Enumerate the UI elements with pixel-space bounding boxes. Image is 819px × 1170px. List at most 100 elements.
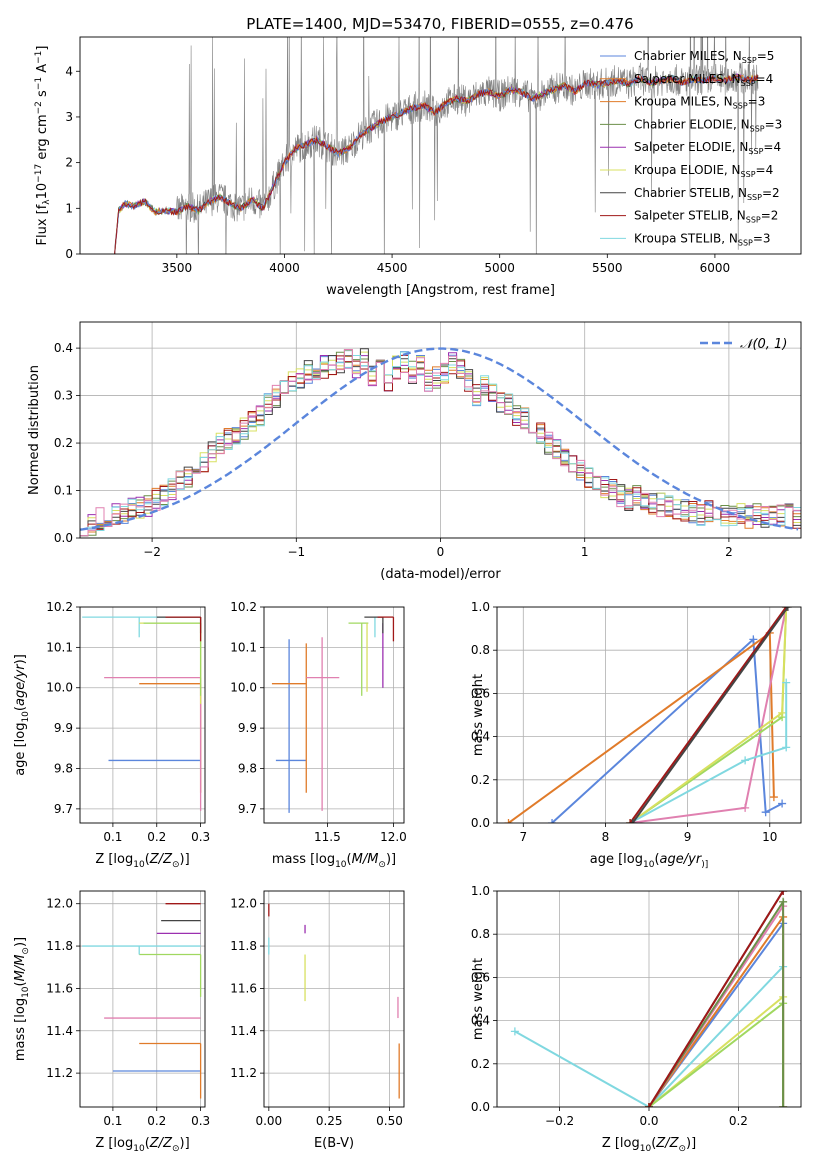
y-axis-label: mass weight: [471, 674, 486, 756]
legend-entry-sub: SSP: [733, 102, 748, 111]
y-tick-label: 9.7: [238, 802, 257, 816]
plot-area: [497, 891, 801, 1107]
x-tick-label: 0.2: [147, 830, 166, 844]
legend-entry-sub: SSP: [748, 147, 763, 156]
legend-entry: Chabrier STELIB, NSSP=2: [634, 186, 780, 202]
legend-entry: Salpeter STELIB, NSSP=2: [634, 209, 778, 225]
x-axis-label-part: Z [log: [95, 1136, 133, 1151]
mass-vs-ebv-panel: 0.00 0.25 0.50 11.2 11.4 11.6 11.8 12.0 E(B-V): [230, 890, 405, 1151]
x-tick-label: 4000: [269, 261, 300, 275]
x-axis-label-part: ⊙: [678, 1144, 686, 1154]
y-tick-label: 0.4: [471, 1014, 490, 1028]
age-vs-mass-panel: 11.5 12.0 9.7 9.8 9.9 10.0 10.1 10.2 mass [log10…: [230, 600, 407, 870]
x-tick-label: 5000: [484, 261, 515, 275]
y-tick-label: 11.4: [46, 1024, 73, 1038]
y-tick-label: 11.8: [46, 939, 73, 953]
legend-entry-name: Chabrier ELODIE, N: [634, 117, 750, 131]
y-tick-label: 10.1: [46, 640, 73, 654]
y-tick-label: 11.4: [230, 1024, 257, 1038]
legend-entry-tail: =3: [748, 95, 766, 109]
legend-entry-sub: SSP: [747, 193, 762, 202]
y-tick-label: 11.6: [230, 981, 257, 995]
x-axis-label-part: (: [654, 852, 659, 867]
mass-weight-marker: [741, 803, 750, 812]
y-axis-label-part: −2: [34, 101, 44, 114]
y-axis-label-part: M/M: [13, 955, 28, 982]
plot-area: [497, 607, 801, 823]
y-tick-label: 9.7: [54, 802, 73, 816]
x-tick-label: 3500: [162, 261, 193, 275]
y-axis-label: Flux [fλ10−17 erg cm−2 s−1 A−1]: [34, 46, 52, 246]
axes-frame: [496, 890, 802, 1108]
legend-entry-name: Salpeter STELIB, N: [634, 209, 746, 223]
x-axis-label-part: (: [651, 1136, 656, 1151]
y-tick-label: 4: [65, 64, 73, 78]
observed-spectrum-line: [114, 37, 759, 254]
x-axis-label-part: 10: [335, 860, 347, 870]
x-axis-label-part: Z [log: [602, 1136, 640, 1151]
x-tick-label: 2: [725, 545, 733, 559]
legend-entry-sub: SSP: [741, 79, 756, 88]
x-axis-label: Z [log10(Z/Z⊙)]: [602, 1136, 696, 1154]
mass-weight-line: [514, 965, 784, 1107]
y-axis-label-part: 10: [35, 183, 50, 200]
y-tick-label: 1.0: [471, 884, 490, 898]
residual-histogram: [80, 351, 801, 537]
mass-weight-vs-z-panel: −0.2 0.0 0.2 0.0 0.2 0.4 0.6 0.8 1.0 Z [log10(Z/Z…: [471, 884, 802, 1154]
mass-weight-marker: [626, 819, 635, 823]
plot-area: [114, 37, 759, 254]
mass-weight-line: [648, 1001, 785, 1107]
y-axis-label-part: λ: [42, 199, 52, 205]
mass-weight-line: [631, 607, 789, 823]
x-axis-label-part: Z/Z: [149, 1136, 173, 1151]
x-axis-label: (data-model)/error: [380, 567, 501, 582]
y-tick-label: 12.0: [230, 897, 257, 911]
legend-entry-tail: =3: [765, 117, 783, 131]
plot-area: [80, 322, 801, 538]
mass-weight-line: [648, 891, 784, 1107]
mass-weight-marker: [782, 678, 791, 687]
y-tick-label: 0.0: [471, 816, 490, 830]
y-axis-label-part: ⊙: [21, 947, 31, 955]
x-tick-label: 0.1: [103, 1114, 122, 1128]
axes-frame: [263, 606, 405, 824]
y-tick-label: 10.2: [230, 600, 257, 614]
x-tick-label: 0.50: [376, 1114, 403, 1128]
x-tick-label: 12.0: [380, 830, 407, 844]
x-tick-label: 11.5: [314, 830, 341, 844]
mass-weight-marker: [510, 1027, 519, 1036]
plot-area: [264, 891, 404, 1107]
y-tick-label: 9.9: [54, 721, 73, 735]
y-tick-label: 11.8: [230, 939, 257, 953]
x-axis-label-part: (: [145, 1136, 150, 1151]
y-tick-label: 9.8: [238, 761, 257, 775]
y-tick-label: 11.2: [230, 1066, 257, 1080]
x-axis-label: Z [log10(Z/Z⊙)]: [95, 1136, 189, 1154]
mass-weight-marker: [749, 635, 758, 644]
y-tick-label: 0.2: [54, 436, 73, 450]
y-axis-label-part: ]: [35, 46, 50, 51]
plot-area: [80, 607, 205, 823]
mass-weight-marker: [779, 897, 788, 906]
y-axis-label: age [log10(age/yr)]: [13, 654, 31, 776]
x-axis-label-part: Z/Z: [149, 852, 173, 867]
mass-weight-marker: [779, 1103, 788, 1107]
x-tick-label: 8: [602, 830, 610, 844]
axes-frame: [79, 890, 206, 1108]
x-tick-label: 5500: [592, 261, 623, 275]
x-axis-label-part: Z [log: [95, 852, 133, 867]
legend-entry-sub: SSP: [750, 124, 765, 133]
x-tick-label: 0.0: [639, 1114, 658, 1128]
mass-weight-marker: [778, 708, 787, 717]
x-axis-label-part: 10: [640, 1144, 652, 1154]
y-tick-label: 9.9: [238, 721, 257, 735]
model-spectrum-line: [114, 73, 759, 254]
x-tick-label: 0.1: [103, 830, 122, 844]
legend-entry-sub: SSP: [741, 170, 756, 179]
y-axis-label-part: −17: [34, 164, 44, 183]
mass-weight-marker: [778, 799, 787, 808]
legend-entry-tail: =5: [757, 49, 775, 63]
y-axis-label: Normed distribution: [27, 365, 42, 495]
x-axis-label: mass [log10(M/M⊙)]: [272, 852, 396, 870]
